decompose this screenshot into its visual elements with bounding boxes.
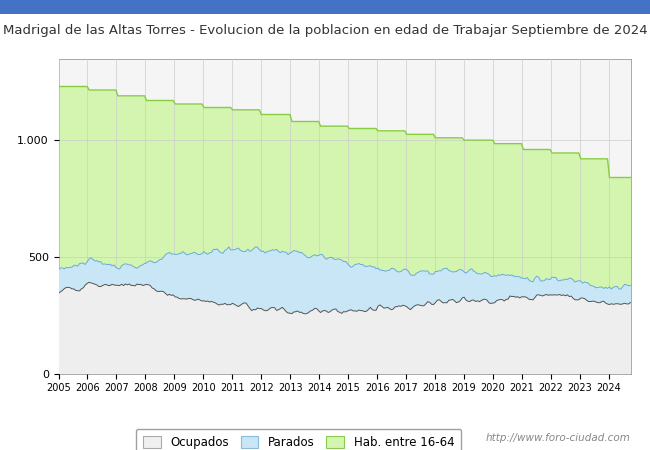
Text: Madrigal de las Altas Torres - Evolucion de la poblacion en edad de Trabajar Sep: Madrigal de las Altas Torres - Evolucion… xyxy=(3,24,647,37)
Text: http://www.foro-ciudad.com: http://www.foro-ciudad.com xyxy=(486,433,630,443)
Legend: Ocupados, Parados, Hab. entre 16-64: Ocupados, Parados, Hab. entre 16-64 xyxy=(136,428,462,450)
